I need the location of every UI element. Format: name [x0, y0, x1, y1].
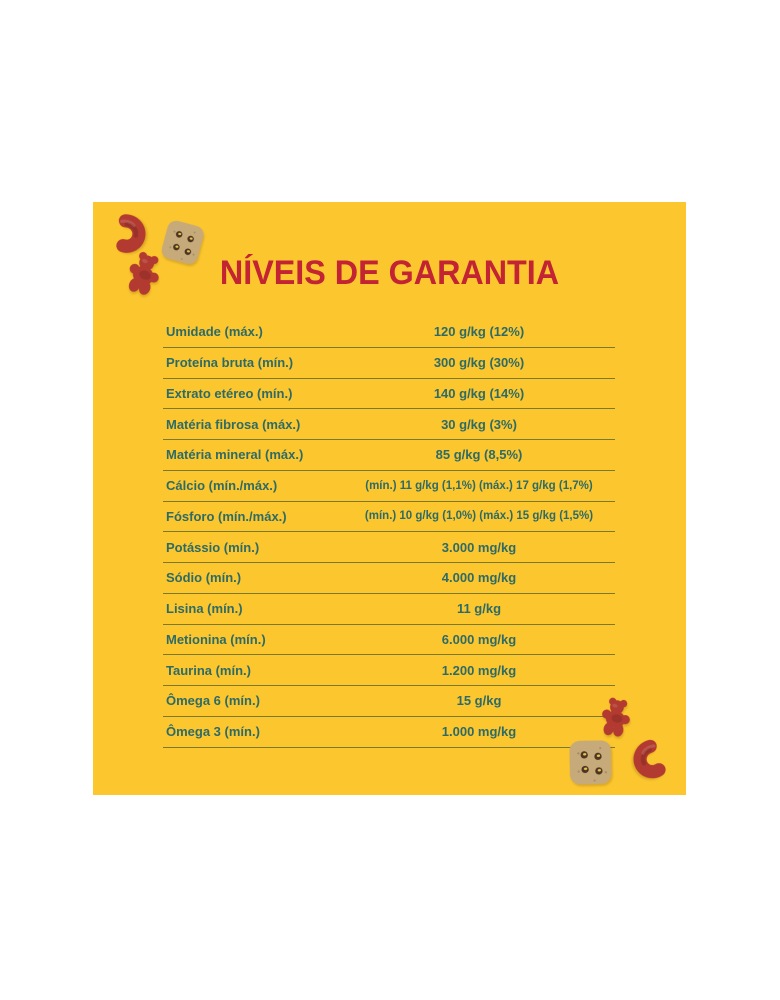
nutrient-value: 120 g/kg (12%) [433, 324, 525, 340]
guarantee-table: Umidade (máx.) 120 g/kg (12%) Proteína bru… [163, 317, 615, 748]
nutrient-value: (mín.) 11 g/kg (1,1%) (máx.) 17 g/kg (1,… [365, 479, 593, 492]
nutrient-value: 30 g/kg (3%) [441, 416, 517, 432]
table-row: Ômega 6 (mín.) 15 g/kg [163, 686, 615, 717]
nutrient-value: 6.000 mg/kg [441, 631, 517, 647]
nutrient-value: 85 g/kg (8,5%) [435, 447, 523, 463]
nutrient-label: Sódio (mín.) [166, 570, 242, 586]
nutrient-value: 140 g/kg (14%) [433, 385, 525, 401]
table-row: Sódio (mín.) 4.000 mg/kg [163, 563, 615, 594]
nutrient-label: Lisina (mín.) [166, 601, 243, 617]
table-row: Taurina (mín.) 1.200 mg/kg [163, 655, 615, 686]
table-row: Potássio (mín.) 3.000 mg/kg [163, 532, 615, 563]
nutrient-value: 15 g/kg [456, 693, 502, 709]
nutrient-value: 300 g/kg (30%) [433, 355, 525, 371]
table-row: Ômega 3 (mín.) 1.000 mg/kg [163, 717, 615, 748]
table-row: Extrato etéreo (mín.) 140 g/kg (14%) [163, 379, 615, 410]
nutrient-value: 1.000 mg/kg [441, 724, 517, 740]
nutrient-value: 1.200 mg/kg [441, 662, 517, 678]
table-row: Proteína bruta (mín.) 300 g/kg (30%) [163, 348, 615, 379]
table-row: Cálcio (mín./máx.) (mín.) 11 g/kg (1,1%) … [163, 471, 615, 502]
nutrient-label: Ômega 6 (mín.) [166, 693, 260, 709]
nutrient-value: 11 g/kg [456, 601, 502, 617]
nutrient-value: 4.000 mg/kg [441, 570, 517, 586]
table-row: Lisina (mín.) 11 g/kg [163, 594, 615, 625]
table-row: Umidade (máx.) 120 g/kg (12%) [163, 317, 615, 348]
nutrient-label: Proteína bruta (mín.) [166, 355, 294, 371]
table-row: Matéria mineral (máx.) 85 g/kg (8,5%) [163, 440, 615, 471]
table-row: Matéria fibrosa (máx.) 30 g/kg (3%) [163, 409, 615, 440]
nutrient-label: Matéria mineral (máx.) [166, 447, 304, 463]
guarantee-panel: NÍVEIS DE GARANTIA Umidade (máx.) 120 g/k… [93, 202, 686, 795]
nutrient-value: 3.000 mg/kg [441, 539, 517, 555]
table-row: Metionina (mín.) 6.000 mg/kg [163, 625, 615, 656]
nutrient-label: Metionina (mín.) [166, 631, 266, 647]
nutrient-label: Cálcio (mín./máx.) [166, 478, 278, 494]
nutrient-label: Extrato etéreo (mín.) [166, 385, 293, 401]
nutrient-label: Ômega 3 (mín.) [166, 724, 260, 740]
table-row: Fósforo (mín./máx.) (mín.) 10 g/kg (1,0%)… [163, 502, 615, 533]
nutrient-label: Taurina (mín.) [166, 662, 251, 678]
nutrient-label: Potássio (mín.) [166, 539, 260, 555]
nutrient-label: Fósforo (mín./máx.) [166, 508, 287, 524]
nutrient-value: (mín.) 10 g/kg (1,0%) (máx.) 15 g/kg (1,… [364, 510, 594, 523]
kibble-cracker-image [564, 735, 617, 790]
nutrient-label: Matéria fibrosa (máx.) [166, 416, 301, 432]
panel-title: NÍVEIS DE GARANTIA [219, 254, 560, 292]
nutrient-label: Umidade (máx.) [166, 324, 263, 340]
